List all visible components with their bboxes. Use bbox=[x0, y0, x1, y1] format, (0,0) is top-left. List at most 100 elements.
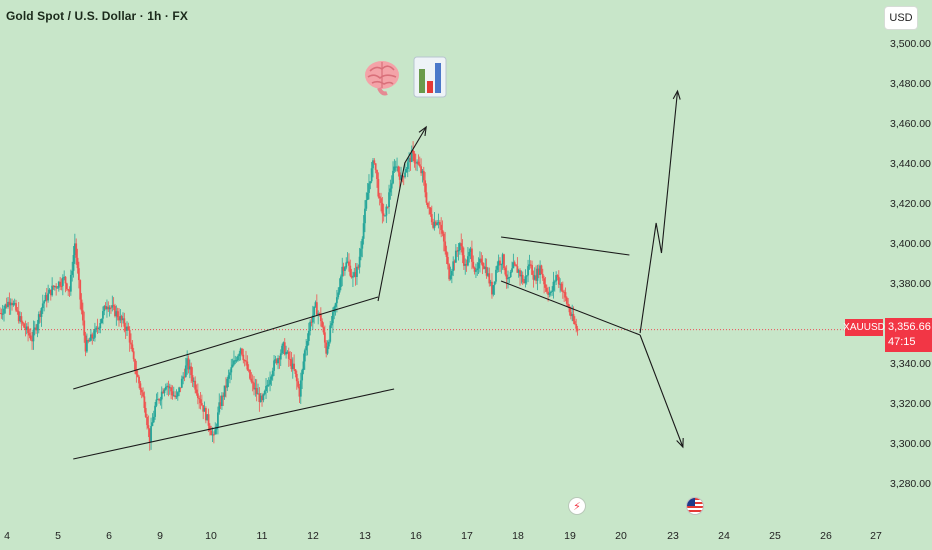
candle-body bbox=[524, 276, 527, 284]
candle-body bbox=[321, 321, 324, 328]
us-flag-icon[interactable] bbox=[686, 497, 704, 515]
candle-body bbox=[247, 369, 250, 371]
candle-body bbox=[541, 273, 544, 279]
candle-body bbox=[190, 366, 193, 376]
candle-body bbox=[136, 374, 139, 377]
candle-body bbox=[41, 303, 44, 309]
candle-body bbox=[436, 223, 439, 225]
candle-body bbox=[3, 308, 5, 314]
candle-body bbox=[158, 399, 160, 401]
candle-body bbox=[283, 342, 286, 355]
candle-body bbox=[568, 306, 571, 313]
candle-body bbox=[551, 290, 554, 292]
candle-body bbox=[358, 256, 361, 268]
candle-body bbox=[103, 305, 106, 312]
channel-lower-line bbox=[73, 388, 395, 460]
candle-body bbox=[416, 161, 419, 164]
candle-body bbox=[319, 313, 322, 322]
candle-body bbox=[402, 176, 405, 178]
candle-body bbox=[398, 172, 401, 180]
candle-body bbox=[269, 379, 271, 385]
candle-body bbox=[13, 303, 16, 305]
candle-body bbox=[227, 375, 230, 379]
price-tick-label: 3,440.00 bbox=[890, 158, 931, 170]
candle-body bbox=[116, 311, 119, 318]
candle-body bbox=[373, 160, 376, 164]
candle-body bbox=[4, 304, 7, 309]
candle-body bbox=[418, 164, 421, 167]
candle-body bbox=[349, 265, 352, 276]
candle-body bbox=[540, 265, 543, 274]
candle-body bbox=[509, 271, 512, 278]
candle-body bbox=[489, 281, 492, 284]
time-tick-label: 27 bbox=[870, 530, 882, 542]
candle-body bbox=[457, 250, 460, 252]
candle-body bbox=[143, 396, 146, 408]
time-tick-label: 18 bbox=[512, 530, 524, 542]
candle-body bbox=[386, 206, 389, 208]
candle-body bbox=[340, 276, 342, 287]
candle-body bbox=[517, 270, 520, 273]
lightning-icon[interactable]: ⚡ bbox=[568, 497, 586, 515]
candle-body bbox=[43, 301, 46, 304]
currency-button[interactable]: USD bbox=[884, 6, 918, 30]
candle-body bbox=[222, 395, 225, 397]
wedge-lower-line bbox=[500, 280, 641, 336]
candle-body bbox=[40, 308, 43, 317]
candle-body bbox=[477, 262, 480, 269]
candle-body bbox=[126, 326, 128, 331]
candle-body bbox=[421, 170, 424, 174]
candle-body bbox=[413, 153, 416, 163]
candle-body bbox=[329, 325, 332, 342]
candle-body bbox=[433, 221, 436, 228]
candle-body bbox=[275, 359, 278, 364]
candle-body bbox=[100, 318, 103, 323]
candle-body bbox=[450, 270, 453, 276]
candle-body bbox=[48, 289, 51, 294]
candle-body bbox=[485, 266, 488, 276]
candle-body bbox=[462, 255, 465, 266]
candle-body bbox=[555, 275, 558, 282]
drawings[interactable] bbox=[73, 89, 684, 460]
candle-body bbox=[195, 389, 198, 394]
candle-body bbox=[364, 208, 366, 224]
candle-body bbox=[33, 327, 36, 330]
candle-body bbox=[326, 346, 329, 354]
candle-body bbox=[192, 380, 195, 382]
candle-body bbox=[162, 391, 164, 394]
candle-body bbox=[230, 367, 233, 373]
candle-body bbox=[496, 265, 499, 270]
candle-body bbox=[528, 264, 531, 267]
candle-body bbox=[175, 396, 178, 398]
candle-body bbox=[315, 302, 318, 315]
candle-body bbox=[265, 386, 267, 392]
candle-body bbox=[263, 391, 266, 395]
candle-body bbox=[520, 274, 523, 277]
candle-body bbox=[469, 248, 472, 252]
candle-body bbox=[238, 353, 241, 357]
candle-body bbox=[527, 266, 529, 276]
candle-body bbox=[55, 286, 58, 288]
candle-body bbox=[333, 306, 336, 313]
candle-body bbox=[127, 326, 130, 330]
wedge-upper-line bbox=[500, 236, 630, 256]
candle-body bbox=[353, 272, 356, 277]
candle-body bbox=[573, 321, 576, 325]
candle-body bbox=[297, 381, 300, 387]
candle-body bbox=[39, 314, 42, 317]
chart-title: Gold Spot / U.S. Dollar · 1h · FX bbox=[6, 9, 188, 23]
candle-body bbox=[442, 233, 445, 242]
candle-body bbox=[286, 351, 289, 353]
candle-body bbox=[497, 260, 500, 266]
candle-body bbox=[218, 402, 221, 413]
candle-body bbox=[88, 340, 91, 342]
candle-body bbox=[354, 272, 357, 277]
candle-body bbox=[35, 327, 37, 331]
candle-body bbox=[69, 274, 72, 292]
time-tick-label: 19 bbox=[564, 530, 576, 542]
candle-body bbox=[521, 274, 524, 282]
candle-body bbox=[231, 364, 234, 368]
candle-body bbox=[422, 170, 425, 181]
